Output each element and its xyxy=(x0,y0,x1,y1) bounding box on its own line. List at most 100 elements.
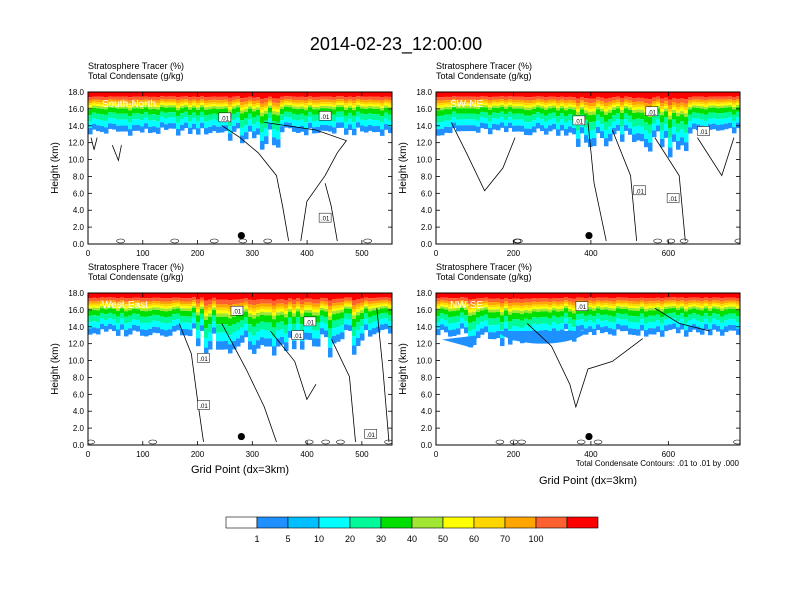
tracer-cell xyxy=(716,304,721,307)
tracer-cell xyxy=(192,317,197,324)
tracer-cell xyxy=(480,107,485,112)
tracer-cell xyxy=(648,297,653,302)
tracer-cell xyxy=(720,103,725,106)
tracer-cell xyxy=(168,316,173,323)
tracer-cell xyxy=(540,113,545,120)
tracer-cell xyxy=(348,304,353,307)
tracer-cell xyxy=(552,103,557,106)
tracer-cell xyxy=(708,301,713,304)
tracer-cell xyxy=(92,293,97,298)
tracer-cell xyxy=(640,133,645,142)
tracer-cell xyxy=(172,314,177,321)
colorbar-swatch xyxy=(535,516,568,529)
tracer-cell xyxy=(680,98,685,103)
tracer-cell xyxy=(448,330,453,337)
tracer-cell xyxy=(704,100,709,103)
tracer-cell xyxy=(564,318,569,324)
tracer-cell xyxy=(680,318,685,325)
tracer-cell xyxy=(476,104,481,107)
tracer-cell xyxy=(268,315,273,323)
tracer-cell xyxy=(456,106,461,109)
tracer-cell xyxy=(656,108,661,114)
tracer-cell xyxy=(564,129,569,136)
tracer-cell xyxy=(596,114,601,121)
tracer-cell xyxy=(656,96,661,100)
tracer-cell xyxy=(576,130,581,139)
tracer-cell xyxy=(248,299,253,305)
tracer-cell xyxy=(696,307,701,310)
tracer-cell xyxy=(452,308,457,312)
tracer-cell xyxy=(308,307,313,310)
tracer-cell xyxy=(728,117,733,123)
tracer-cell xyxy=(384,105,389,108)
tracer-cell xyxy=(488,115,493,122)
tracer-cell xyxy=(436,100,441,104)
tracer-cell xyxy=(596,297,601,301)
tracer-cell xyxy=(684,308,689,312)
tracer-cell xyxy=(600,305,605,308)
tracer-cell xyxy=(276,293,281,300)
tracer-cell xyxy=(376,293,381,298)
tracer-cell xyxy=(192,305,197,308)
tracer-cell xyxy=(208,307,213,311)
tracer-cell xyxy=(124,311,129,317)
tracer-cell xyxy=(704,297,709,301)
tracer-cell xyxy=(88,307,93,311)
tracer-cell xyxy=(668,92,673,100)
tracer-cell xyxy=(696,300,701,304)
tracer-cell xyxy=(388,293,392,298)
tracer-cell xyxy=(520,96,525,100)
tracer-cell xyxy=(332,104,337,107)
colorbar-label: 70 xyxy=(500,534,510,544)
tracer-cell xyxy=(680,105,685,109)
tracer-cell xyxy=(736,301,740,304)
tracer-cell xyxy=(312,114,317,122)
tracer-cell xyxy=(672,297,677,301)
tracer-cell xyxy=(692,318,697,325)
tracer-cell xyxy=(172,105,177,108)
tracer-cell xyxy=(436,303,441,307)
condensate-contour xyxy=(654,307,710,332)
tracer-cell xyxy=(708,303,713,307)
tracer-cell xyxy=(484,293,489,298)
tracer-cell xyxy=(104,293,109,298)
tracer-cell xyxy=(112,112,117,119)
tracer-cell xyxy=(192,307,197,313)
tracer-cell xyxy=(152,314,157,321)
y-tick-label: 6.0 xyxy=(73,189,85,198)
tracer-cell xyxy=(664,97,669,102)
tracer-cell xyxy=(664,130,669,138)
tracer-cell xyxy=(124,99,129,103)
tracer-cell xyxy=(144,306,149,309)
tracer-cell xyxy=(164,298,169,302)
tracer-cell xyxy=(340,107,345,112)
tracer-cell xyxy=(288,103,293,106)
tracer-cell xyxy=(672,293,677,298)
tracer-cell xyxy=(348,302,353,305)
tracer-cell xyxy=(304,122,309,129)
tracer-cell xyxy=(504,316,509,323)
tracer-cell xyxy=(348,124,353,131)
tracer-cell xyxy=(368,323,373,331)
tracer-cell xyxy=(496,304,501,307)
tracer-cell xyxy=(592,293,597,299)
tracer-cell xyxy=(724,305,729,308)
tracer-cell xyxy=(364,308,369,314)
tracer-cell xyxy=(132,102,137,105)
tracer-cell xyxy=(620,109,625,113)
tracer-cell xyxy=(468,309,473,313)
tracer-cell xyxy=(100,318,105,324)
condensate-contour xyxy=(587,122,607,242)
tracer-cell xyxy=(640,304,645,307)
tracer-cell xyxy=(732,102,737,105)
tracer-cell xyxy=(692,313,697,319)
contour-label-box xyxy=(197,400,210,410)
tracer-cell xyxy=(632,107,637,110)
tracer-cell xyxy=(500,299,505,304)
tracer-cell xyxy=(508,107,513,112)
tracer-cell xyxy=(516,319,521,327)
tracer-cell xyxy=(436,310,441,317)
tracer-cell xyxy=(668,302,673,305)
tracer-cell xyxy=(600,106,605,109)
tracer-cell xyxy=(160,99,165,102)
